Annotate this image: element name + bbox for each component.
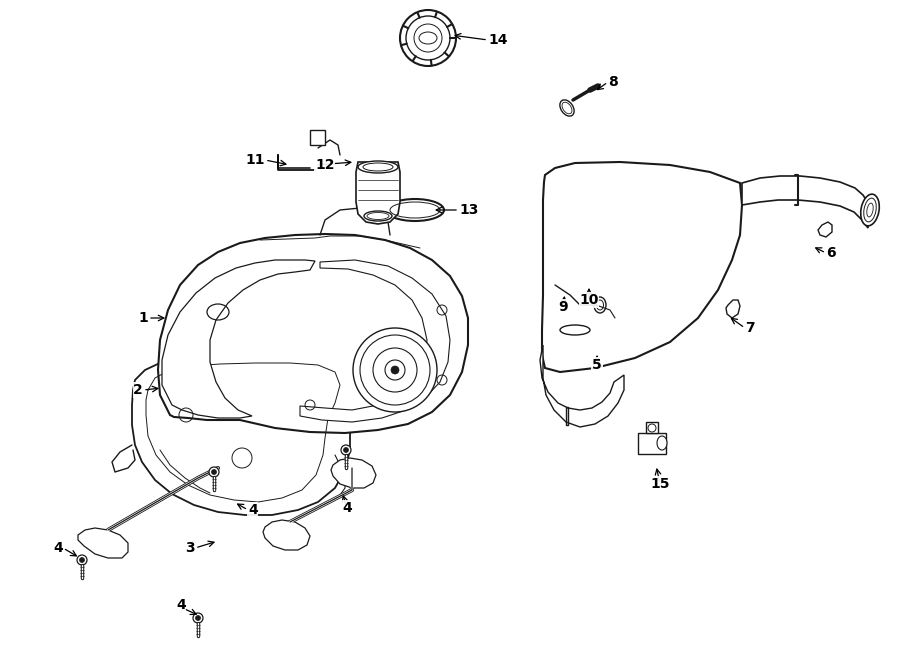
Ellipse shape [560, 100, 574, 116]
Text: 15: 15 [650, 477, 670, 491]
Polygon shape [78, 528, 128, 558]
Text: 8: 8 [608, 75, 617, 89]
Polygon shape [818, 222, 832, 237]
Polygon shape [540, 345, 624, 427]
Text: 11: 11 [246, 153, 265, 167]
Text: 6: 6 [826, 246, 835, 260]
Text: 1: 1 [139, 311, 148, 325]
Polygon shape [162, 260, 315, 418]
Text: 4: 4 [53, 541, 63, 555]
Polygon shape [646, 422, 658, 433]
Polygon shape [726, 300, 740, 318]
Polygon shape [310, 130, 325, 145]
Text: 3: 3 [185, 541, 195, 555]
Polygon shape [331, 458, 376, 488]
Text: 9: 9 [558, 300, 568, 314]
Polygon shape [542, 162, 742, 372]
Polygon shape [356, 162, 400, 224]
Ellipse shape [657, 436, 667, 450]
Text: 5: 5 [592, 358, 602, 372]
Ellipse shape [560, 325, 590, 335]
Text: 4: 4 [176, 598, 185, 612]
Ellipse shape [594, 297, 606, 313]
Polygon shape [158, 234, 468, 433]
Circle shape [353, 328, 437, 412]
Ellipse shape [860, 194, 879, 226]
Circle shape [341, 445, 351, 455]
Circle shape [77, 555, 87, 565]
Circle shape [391, 366, 399, 374]
Polygon shape [742, 176, 868, 228]
Text: 12: 12 [315, 158, 335, 172]
Polygon shape [300, 260, 450, 422]
Text: 4: 4 [342, 501, 352, 515]
Circle shape [344, 447, 348, 453]
Circle shape [212, 469, 217, 475]
Text: 7: 7 [745, 321, 754, 335]
Ellipse shape [358, 161, 398, 173]
Text: 4: 4 [248, 503, 257, 517]
Circle shape [400, 10, 456, 66]
Circle shape [79, 557, 85, 563]
Text: 14: 14 [488, 33, 508, 47]
Circle shape [209, 467, 219, 477]
Polygon shape [263, 520, 310, 550]
Polygon shape [638, 433, 666, 454]
Ellipse shape [364, 211, 392, 221]
Polygon shape [132, 354, 362, 515]
Text: 13: 13 [459, 203, 479, 217]
Text: 10: 10 [580, 293, 598, 307]
Circle shape [195, 615, 201, 621]
Ellipse shape [386, 199, 444, 221]
Text: 2: 2 [133, 383, 143, 397]
Circle shape [193, 613, 203, 623]
